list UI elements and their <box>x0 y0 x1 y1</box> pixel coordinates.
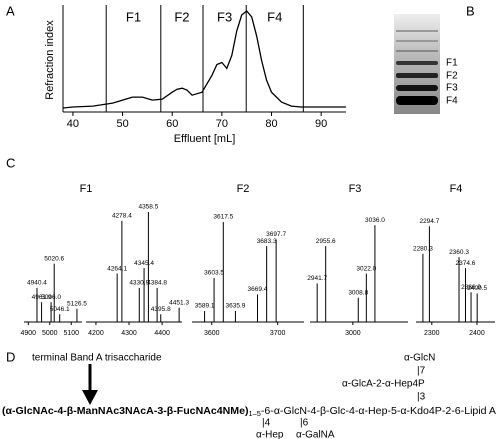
x-tick-label: 4400 <box>154 330 170 337</box>
gel-band <box>396 30 438 32</box>
peak-label: 4961.9 <box>32 294 52 301</box>
x-tick-label: 3700 <box>270 330 286 337</box>
peak-label: 5020.6 <box>44 255 64 262</box>
gel-band <box>396 85 438 91</box>
main-chain: (α-GlcNAc-4-β-ManNAc3NAcA-3-β-FucNAc4NMe… <box>2 406 496 418</box>
peak-label: 2280.3 <box>413 246 433 253</box>
gel-band <box>396 61 438 65</box>
x-tick-label: 60 <box>166 118 178 130</box>
branch: α-GlcA-2-α-Hep4P <box>342 379 425 390</box>
main-sub: 1–5 <box>249 411 261 418</box>
gel-label: F1 <box>446 58 458 69</box>
spectrum-title: F2 <box>237 183 250 195</box>
fraction-label: F3 <box>217 9 232 24</box>
x-tick-label: 3000 <box>345 330 361 337</box>
peak-label: 5006.0 <box>41 294 61 301</box>
x-tick-label: 50 <box>116 118 128 130</box>
fraction-label: F2 <box>174 9 189 24</box>
spectrum-title: F3 <box>349 183 362 195</box>
y-axis-label: Refraction index <box>44 20 56 100</box>
gel: F1 F2 F3 F4 <box>394 14 458 114</box>
peak-label: 3669.4 <box>248 286 268 293</box>
peak-label: 4330.9 <box>129 280 149 287</box>
link: |3 <box>417 392 426 403</box>
peak-label: 4395.8 <box>151 306 171 313</box>
peak-label: 4264.1 <box>107 265 127 272</box>
peak-label: 3617.5 <box>213 214 233 221</box>
fraction-label: F1 <box>126 9 141 24</box>
gel-label: F4 <box>446 96 458 107</box>
branch: α-Hep <box>256 430 284 439</box>
line-series <box>62 10 346 109</box>
panel-label: B <box>466 3 475 18</box>
peak-label: 2955.6 <box>316 238 336 245</box>
peak-label: 3635.9 <box>225 303 245 310</box>
peak-label: 2941.7 <box>307 275 327 282</box>
panel-label: A <box>6 3 15 18</box>
gel-label: F2 <box>446 71 458 82</box>
spectrum-title: F4 <box>450 183 463 195</box>
x-tick-label: 4900 <box>21 330 37 337</box>
peak-label: 3036.0 <box>365 217 385 224</box>
peak-label: 2400.5 <box>467 285 487 292</box>
peak-label: 4358.5 <box>138 204 158 211</box>
link: |4 <box>262 418 271 429</box>
peak-label: 4278.4 <box>112 213 132 220</box>
spectrum-title: F1 <box>80 183 93 195</box>
peak-label: 2360.3 <box>449 249 469 256</box>
x-tick-label: 2300 <box>424 330 440 337</box>
peak-label: 3603.5 <box>204 270 224 277</box>
structure: terminal Band A trisaccharide α-GlcN |7 … <box>2 353 496 439</box>
branch: α-GalNA <box>296 430 335 439</box>
x-tick-label: 4300 <box>121 330 137 337</box>
x-tick-label: 2400 <box>469 330 485 337</box>
x-tick-label: 40 <box>67 118 79 130</box>
main-bold: (α-GlcNAc-4-β-ManNAc3NAcA-3-β-FucNAc4NMe… <box>2 406 249 417</box>
x-tick-label: 4200 <box>88 330 104 337</box>
main-rest: -6-α-GlcN-4-β-Glc-4-α-Hep-5-α-Kdo4P-2-6-… <box>261 406 496 417</box>
x-tick-label: 5000 <box>42 330 58 337</box>
peak-label: 2374.6 <box>456 260 476 267</box>
branch: α-GlcN <box>404 353 435 364</box>
arrow-head <box>82 390 98 405</box>
peak-label: 3697.7 <box>266 231 286 238</box>
gel-band <box>396 96 438 105</box>
peak-label: 4940.4 <box>27 280 47 287</box>
x-tick-label: 70 <box>216 118 228 130</box>
x-axis-label: Effluent [mL] <box>174 133 236 145</box>
peak-label: 4345.4 <box>134 260 154 267</box>
gel-band <box>396 50 438 52</box>
peak-label: 3022.0 <box>356 265 376 272</box>
peak-label: 2386.9 <box>461 284 481 291</box>
gel-band <box>396 40 438 42</box>
x-tick-label: 5100 <box>63 330 79 337</box>
peak-label: 4384.8 <box>147 280 167 287</box>
gel-band <box>396 73 438 78</box>
link: |6 <box>300 418 309 429</box>
x-tick-label: 80 <box>265 118 277 130</box>
x-tick-label: 3600 <box>204 330 220 337</box>
peak-label: 2294.7 <box>419 218 439 225</box>
panel-label: D <box>6 349 15 364</box>
peak-label: 3683.3 <box>257 238 277 245</box>
peak-label: 4451.3 <box>169 299 189 306</box>
panel-label: C <box>6 155 15 170</box>
peak-label: 3589.1 <box>195 303 215 310</box>
peak-label: 3008.8 <box>348 290 368 297</box>
arrow-label: terminal Band A trisaccharide <box>32 353 162 364</box>
fraction-label: F4 <box>267 9 282 24</box>
link: |7 <box>417 366 426 377</box>
peak-label: 5046.1 <box>50 306 70 313</box>
x-tick-label: 90 <box>315 118 327 130</box>
peak-label: 5126.5 <box>67 301 87 308</box>
gel-label: F3 <box>446 83 458 94</box>
